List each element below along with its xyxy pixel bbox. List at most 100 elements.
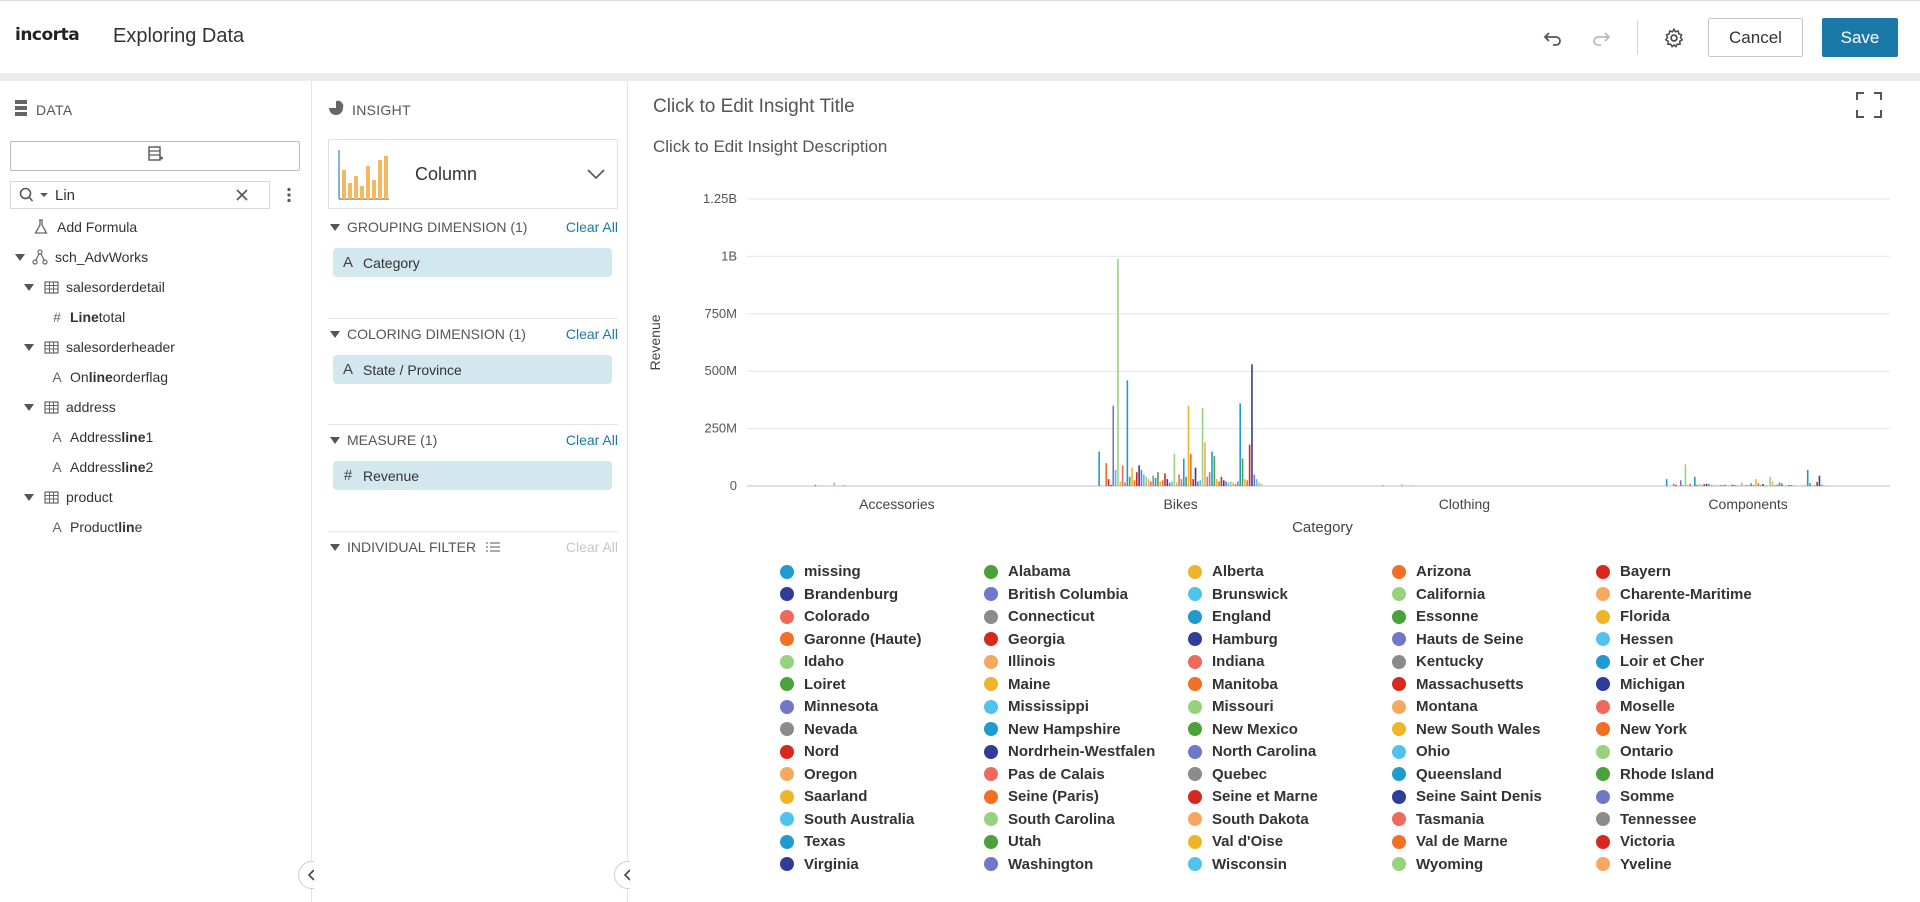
bar[interactable]	[1762, 484, 1764, 486]
bar[interactable]	[1159, 481, 1162, 486]
legend-item[interactable]: Ohio	[1392, 743, 1450, 760]
bar[interactable]	[1253, 474, 1256, 486]
bar[interactable]	[1400, 484, 1403, 486]
expand-caret-icon[interactable]	[15, 253, 25, 261]
bar[interactable]	[1686, 484, 1689, 486]
legend-item[interactable]: Saarland	[780, 788, 867, 805]
expand-caret-icon[interactable]	[24, 283, 34, 291]
bar[interactable]	[1199, 480, 1202, 486]
cancel-button[interactable]: Cancel	[1708, 18, 1803, 57]
bar[interactable]	[1694, 476, 1696, 486]
bar[interactable]	[1138, 465, 1140, 486]
save-button[interactable]: Save	[1822, 18, 1898, 57]
bar[interactable]	[1783, 485, 1785, 486]
bar[interactable]	[1785, 485, 1788, 487]
bar[interactable]	[1154, 477, 1157, 486]
legend-item[interactable]: Brunswick	[1188, 586, 1288, 603]
coloring-dimension-header[interactable]: COLORING DIMENSION (1) Clear All	[314, 323, 628, 345]
chevron-down-icon[interactable]	[587, 167, 605, 185]
legend-item[interactable]: Somme	[1596, 788, 1674, 805]
expand-caret-icon[interactable]	[24, 493, 34, 501]
bar[interactable]	[1258, 482, 1260, 486]
legend-item[interactable]: Hauts de Seine	[1392, 631, 1524, 648]
legend-item[interactable]: Connecticut	[984, 608, 1095, 625]
bar[interactable]	[1225, 481, 1227, 486]
coloring-clear-all-link[interactable]: Clear All	[565, 326, 618, 342]
legend-item[interactable]: Michigan	[1596, 676, 1685, 693]
bar[interactable]	[1211, 451, 1213, 486]
bar[interactable]	[1799, 485, 1802, 487]
tree-item-table-salesorderheader[interactable]: salesorderheader	[0, 332, 312, 362]
bar[interactable]	[1135, 472, 1138, 486]
tree-item-table-product[interactable]: product	[0, 482, 312, 512]
bar[interactable]	[1806, 469, 1809, 486]
legend-item[interactable]: Rhode Island	[1596, 766, 1714, 783]
legend-item[interactable]: Georgia	[984, 631, 1065, 648]
bar[interactable]	[1698, 484, 1701, 486]
bar[interactable]	[1201, 407, 1204, 486]
legend-item[interactable]: Yveline	[1596, 856, 1672, 873]
bar[interactable]	[1719, 484, 1722, 486]
bar[interactable]	[1818, 475, 1821, 486]
bar[interactable]	[1821, 484, 1823, 486]
legend-item[interactable]: British Columbia	[984, 586, 1128, 603]
clear-search-close-icon[interactable]	[235, 188, 249, 202]
bar[interactable]	[1708, 484, 1710, 486]
fullscreen-expand-icon[interactable]	[1855, 91, 1885, 121]
bar[interactable]	[1722, 485, 1724, 486]
bar[interactable]	[1734, 485, 1736, 486]
bar[interactable]	[1114, 469, 1117, 486]
tree-item-column-addressline1[interactable]: A Addressline1	[0, 422, 312, 452]
bar[interactable]	[1781, 483, 1783, 486]
legend-item[interactable]: Oregon	[780, 766, 857, 783]
bar[interactable]	[1410, 485, 1412, 487]
legend-item[interactable]: Nevada	[780, 721, 857, 738]
bar[interactable]	[1220, 476, 1223, 486]
bar[interactable]	[1229, 481, 1232, 486]
bar[interactable]	[1246, 480, 1249, 486]
bar[interactable]	[1098, 451, 1100, 486]
bar[interactable]	[1724, 484, 1727, 486]
bar[interactable]	[1825, 485, 1828, 487]
legend-item[interactable]: Arizona	[1392, 563, 1471, 580]
bar[interactable]	[1185, 476, 1187, 486]
legend-item[interactable]: Texas	[780, 833, 845, 850]
bar[interactable]	[1773, 485, 1776, 486]
bar[interactable]	[1208, 472, 1211, 486]
bar[interactable]	[1222, 480, 1225, 486]
bar[interactable]	[1213, 456, 1216, 486]
bar[interactable]	[1729, 485, 1731, 487]
visualization-type-dropdown[interactable]: Column	[328, 139, 618, 209]
bar[interactable]	[814, 484, 817, 486]
legend-item[interactable]: Minnesota	[780, 698, 878, 715]
incorta-logo[interactable]: incorta	[15, 25, 80, 45]
bar[interactable]	[1823, 485, 1825, 486]
bar[interactable]	[1251, 364, 1253, 486]
bar[interactable]	[1194, 467, 1197, 486]
legend-item[interactable]: Essonne	[1392, 608, 1479, 625]
redo-icon[interactable]	[1588, 25, 1614, 51]
legend-item[interactable]: Nordrhein-Westfalen	[984, 743, 1155, 760]
bar[interactable]	[833, 482, 835, 486]
bar[interactable]	[1813, 485, 1816, 486]
bar[interactable]	[1788, 485, 1790, 486]
legend-item[interactable]: Pas de Calais	[984, 766, 1105, 783]
coloring-pill-state-province[interactable]: A State / Province	[333, 355, 612, 384]
bar[interactable]	[1117, 258, 1119, 486]
filter-list-icon[interactable]	[486, 541, 501, 553]
bar[interactable]	[1682, 484, 1684, 486]
legend-item[interactable]: California	[1392, 586, 1485, 603]
bar[interactable]	[1241, 458, 1244, 486]
tree-item-column-addressline2[interactable]: A Addressline2	[0, 452, 312, 482]
bar[interactable]	[1166, 479, 1169, 486]
bar[interactable]	[1110, 484, 1112, 486]
legend-item[interactable]: Wisconsin	[1188, 856, 1287, 873]
tree-item-column-linetotal[interactable]: # Linetotal	[0, 302, 312, 332]
expand-caret-icon[interactable]	[24, 403, 34, 411]
bar[interactable]	[1689, 483, 1691, 486]
bar[interactable]	[1679, 480, 1682, 486]
legend-item[interactable]: Mississippi	[984, 698, 1089, 715]
legend-item[interactable]: Seine Saint Denis	[1392, 788, 1542, 805]
legend-item[interactable]: Hessen	[1596, 631, 1673, 648]
bar[interactable]	[1178, 474, 1180, 486]
